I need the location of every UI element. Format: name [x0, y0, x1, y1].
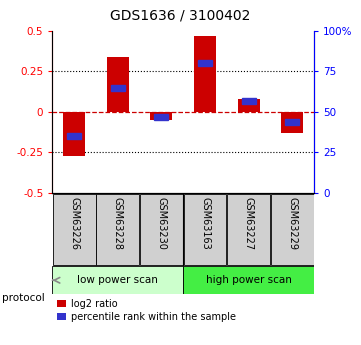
- Text: high power scan: high power scan: [206, 275, 292, 285]
- Bar: [271, 194, 314, 265]
- Bar: [155, 114, 168, 120]
- Bar: [227, 194, 270, 265]
- Bar: [194, 36, 216, 112]
- Text: GSM63163: GSM63163: [200, 197, 210, 250]
- Text: GDS1636 / 3100402: GDS1636 / 3100402: [110, 9, 251, 23]
- Bar: [281, 112, 303, 133]
- Bar: [53, 194, 96, 265]
- Text: GSM63226: GSM63226: [69, 197, 79, 250]
- Legend: log2 ratio, percentile rank within the sample: log2 ratio, percentile rank within the s…: [57, 299, 236, 322]
- Bar: [183, 266, 314, 294]
- Text: low power scan: low power scan: [77, 275, 158, 285]
- Bar: [111, 85, 125, 91]
- Bar: [67, 133, 81, 139]
- Text: GSM63230: GSM63230: [156, 197, 166, 250]
- Bar: [184, 194, 226, 265]
- Text: GSM63228: GSM63228: [113, 197, 123, 250]
- Bar: [151, 112, 172, 120]
- Bar: [285, 119, 299, 125]
- Text: GSM63229: GSM63229: [287, 197, 297, 250]
- Bar: [140, 194, 183, 265]
- Bar: [242, 98, 256, 104]
- Bar: [238, 99, 260, 112]
- Bar: [96, 194, 139, 265]
- Bar: [63, 112, 85, 156]
- Text: protocol: protocol: [2, 294, 44, 303]
- Bar: [52, 266, 183, 294]
- Bar: [107, 57, 129, 112]
- Bar: [198, 60, 212, 67]
- Text: GSM63227: GSM63227: [244, 197, 254, 250]
